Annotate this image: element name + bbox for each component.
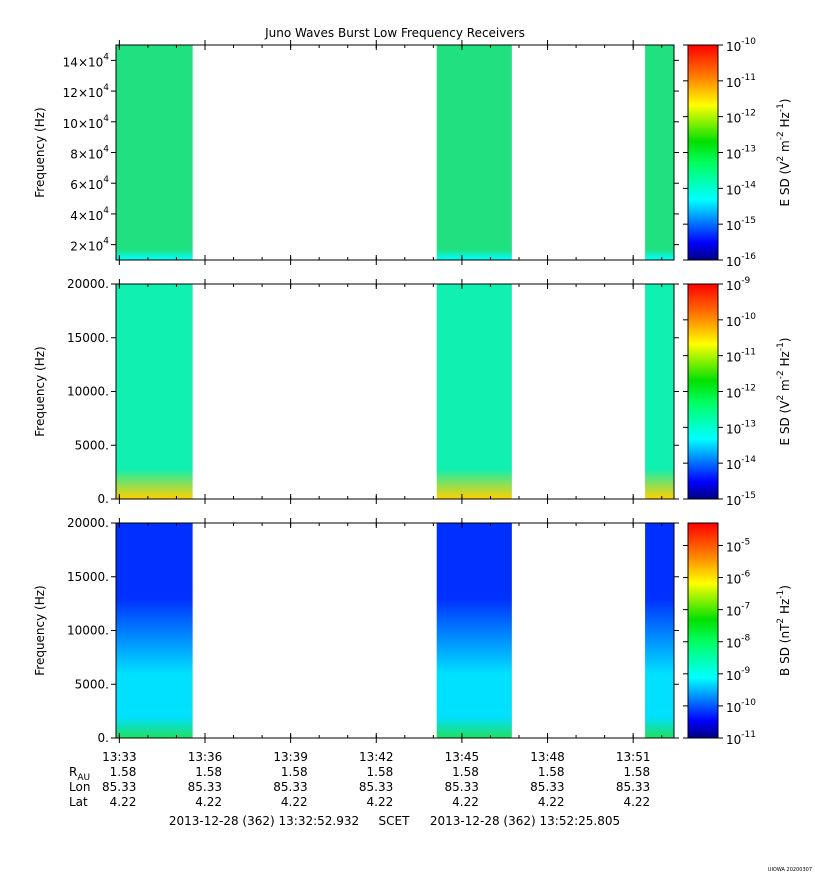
colorbar-tick-label: 10-11 [726, 730, 756, 747]
y-tick-label: 10×104 [63, 114, 110, 131]
ephemeris-value: 85.33 [359, 780, 393, 794]
colorbar-tick-label: 10-10 [726, 312, 756, 329]
colorbar [687, 522, 719, 739]
colorbar-label: E SD (V2 m-2 Hz-1) [776, 98, 792, 206]
burst-band [645, 523, 674, 738]
colorbar-tick-label: 10-9 [726, 276, 751, 293]
y-axis-label: Frequency (Hz) [33, 585, 47, 676]
colorbar-tick-label: 10-14 [726, 455, 756, 472]
burst-band [436, 284, 512, 499]
x-tick-label: 13:33 [102, 750, 137, 764]
x-tick-label: 13:36 [188, 750, 223, 764]
ephemeris-value: 85.33 [445, 780, 479, 794]
plot-area [116, 284, 674, 499]
y-tick-label: 15000. [67, 331, 109, 345]
scet-label: SCET [379, 814, 411, 828]
spectrogram-panel: 2×104 4×104 6×104 8×104 10×104 12×104 14×104 Fr… [33, 37, 792, 269]
colorbar-tick-label: 10-8 [726, 634, 751, 651]
colorbar-tick-label: 10-6 [726, 570, 751, 587]
y-tick-label: 5000. [75, 677, 109, 691]
ephemeris-value: 1.58 [452, 765, 479, 779]
y-tick-label: 0. [98, 492, 109, 506]
x-tick-label: 13:48 [530, 750, 565, 764]
ephemeris-value: 1.58 [367, 765, 394, 779]
ephemeris-value: 4.22 [623, 795, 650, 809]
colorbar [687, 283, 719, 500]
x-tick-label: 13:45 [445, 750, 480, 764]
colorbar-label: B SD (nT2 Hz-1) [776, 585, 792, 676]
burst-band [116, 45, 193, 260]
y-tick-label: 5000. [75, 438, 109, 452]
ephemeris-value: 85.33 [273, 780, 307, 794]
y-tick-label: 4×104 [70, 206, 109, 223]
y-axis-label: Frequency (Hz) [33, 107, 47, 198]
y-tick-label: 20000. [67, 277, 109, 291]
y-tick-label: 10000. [67, 385, 109, 399]
colorbar-tick-label: 10-10 [726, 37, 756, 54]
ephemeris-value: 1.58 [623, 765, 650, 779]
ephemeris-value: 4.22 [452, 795, 479, 809]
y-tick-label: 12×104 [63, 83, 110, 100]
plot-area [116, 45, 674, 260]
colorbar-tick-label: 10-14 [726, 180, 756, 197]
ephemeris-value: 4.22 [538, 795, 565, 809]
burst-band [116, 523, 193, 738]
y-tick-label: 2×104 [70, 237, 109, 254]
colorbar-tick-label: 10-10 [726, 698, 756, 715]
ephemeris-value: 1.58 [281, 765, 308, 779]
y-tick-label: 8×104 [70, 145, 109, 162]
ephemeris-value: 1.58 [538, 765, 565, 779]
colorbar-tick-label: 10-9 [726, 666, 751, 683]
y-tick-label: 6×104 [70, 175, 109, 192]
ephemeris-value: 85.33 [616, 780, 650, 794]
ephemeris-value: 85.33 [102, 780, 136, 794]
colorbar-tick-label: 10-12 [726, 384, 756, 401]
y-tick-label: 20000. [67, 516, 109, 530]
footer-stamp: UIOWA 20200307 [768, 867, 812, 873]
colorbar-tick-label: 10-5 [726, 537, 750, 554]
burst-band [436, 523, 512, 738]
colorbar-tick-label: 10-16 [726, 252, 756, 269]
plot-area [116, 523, 674, 738]
ephemeris-value: 4.22 [281, 795, 308, 809]
burst-band [645, 45, 674, 260]
y-tick-label: 0. [98, 731, 109, 745]
x-tick-label: 13:42 [359, 750, 394, 764]
colorbar-tick-label: 10-13 [726, 419, 756, 436]
y-tick-label: 10000. [67, 624, 109, 638]
burst-band [116, 284, 193, 499]
figure-title: Juno Waves Burst Low Frequency Receivers [264, 26, 525, 40]
ephemeris-value: 85.33 [530, 780, 564, 794]
ephemeris-row-label: Lon [69, 780, 90, 794]
ephemeris-value: 1.58 [195, 765, 222, 779]
ephemeris-value: 4.22 [195, 795, 222, 809]
spectrogram-panel: 0. 5000. 10000. 15000. 20000. Frequency (Hz) 1… [33, 516, 792, 747]
colorbar-tick-label: 10-12 [726, 109, 756, 126]
ephemeris-value: 4.22 [110, 795, 137, 809]
ephemeris-value: 85.33 [188, 780, 222, 794]
colorbar-tick-label: 10-15 [726, 216, 756, 233]
end-time-label: 2013-12-28 (362) 13:52:25.805 [430, 814, 620, 828]
colorbar-tick-label: 10-15 [726, 491, 756, 508]
colorbar-label: E SD (V2 m-2 Hz-1) [776, 337, 792, 445]
ephemeris-value: 1.58 [110, 765, 137, 779]
colorbar-tick-label: 10-11 [726, 73, 756, 90]
y-tick-label: 14×104 [63, 52, 110, 69]
burst-band [645, 284, 674, 499]
y-axis-label: Frequency (Hz) [33, 346, 47, 437]
colorbar-tick-label: 10-13 [726, 145, 756, 162]
colorbar-tick-label: 10-7 [726, 602, 750, 619]
burst-band [436, 45, 512, 260]
ephemeris-value: 4.22 [367, 795, 394, 809]
spectrogram-panel: 0. 5000. 10000. 15000. 20000. Frequency (Hz) 1… [33, 276, 792, 508]
ephemeris-row-label: Lat [69, 795, 88, 809]
x-tick-label: 13:39 [273, 750, 308, 764]
start-time-label: 2013-12-28 (362) 13:32:52.932 [169, 814, 359, 828]
y-tick-label: 15000. [67, 570, 109, 584]
colorbar [687, 44, 719, 261]
colorbar-tick-label: 10-11 [726, 348, 756, 365]
x-tick-label: 13:51 [616, 750, 651, 764]
